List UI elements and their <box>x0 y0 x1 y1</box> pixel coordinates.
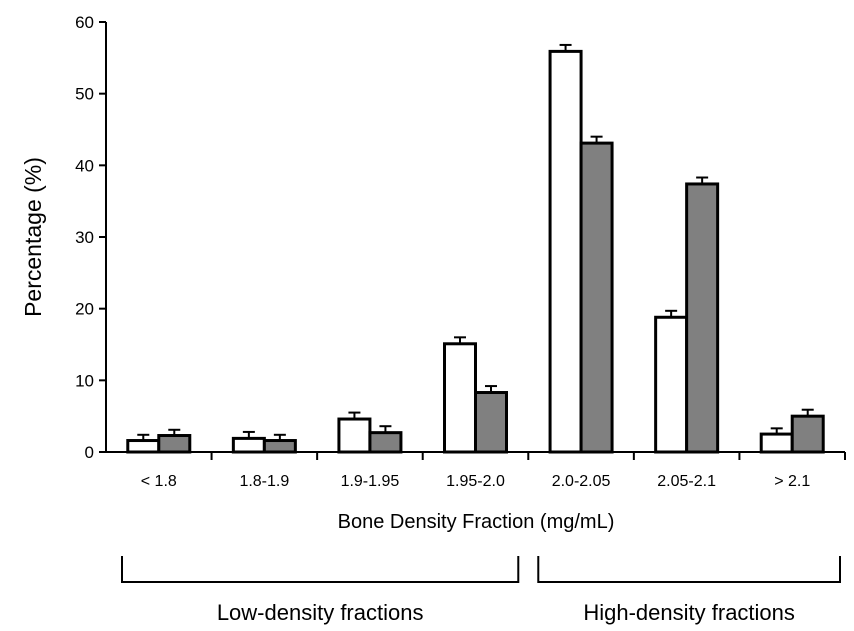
x-tick-label-0: < 1.8 <box>141 473 177 490</box>
x-tick-label-3: 1.95-2.0 <box>446 473 505 490</box>
y-tick-label-60: 60 <box>75 13 94 32</box>
bar-series-1-5 <box>654 315 689 454</box>
x-tick-label-5: 2.05-2.1 <box>657 473 716 490</box>
group-label-0: Low-density fractions <box>217 600 424 625</box>
bar-series-1-4 <box>548 49 583 454</box>
x-tick-label-4: 2.0-2.05 <box>552 473 611 490</box>
x-tick-label-1: 1.8-1.9 <box>239 473 289 490</box>
bar-series-2-4 <box>579 141 614 454</box>
y-tick-label-50: 50 <box>75 85 94 104</box>
y-tick-label-20: 20 <box>75 300 94 319</box>
y-tick-label-10: 10 <box>75 371 94 390</box>
bar-series-2-5 <box>685 182 720 454</box>
bar-series-2-2 <box>368 431 403 454</box>
group-label-1: High-density fractions <box>583 600 795 625</box>
y-tick-label-30: 30 <box>75 228 94 247</box>
bar-series-2-6 <box>790 414 825 454</box>
y-axis-title: Percentage (%) <box>20 157 46 317</box>
bars-layer <box>126 43 825 454</box>
group-bracket-1 <box>537 556 841 583</box>
bar-series-1-2 <box>337 417 372 454</box>
x-axis-title: Bone Density Fraction (mg/mL) <box>338 511 615 533</box>
bar-series-2-0 <box>157 434 192 454</box>
ticks-layer: < 1.8 1.8-1.9 1.9-1.95 1.95-2.0 2.0-2.05 2.05… <box>75 13 810 490</box>
fraction-groups: Low-density fractions High-density fracti… <box>121 556 841 625</box>
axes-layer <box>99 21 846 460</box>
bar-series-1-3 <box>443 342 477 454</box>
bar-series-2-3 <box>474 391 508 454</box>
bar-series-1-0 <box>126 439 161 454</box>
group-bracket-0 <box>121 556 520 583</box>
y-tick-label-0: 0 <box>85 443 94 462</box>
bar-series-2-1 <box>262 439 297 454</box>
x-tick-label-6: > 2.1 <box>774 473 810 490</box>
bar-series-1-6 <box>759 432 794 454</box>
y-tick-label-40: 40 <box>75 156 94 175</box>
bar-series-1-1 <box>231 436 266 454</box>
x-tick-label-2: 1.9-1.95 <box>341 473 400 490</box>
